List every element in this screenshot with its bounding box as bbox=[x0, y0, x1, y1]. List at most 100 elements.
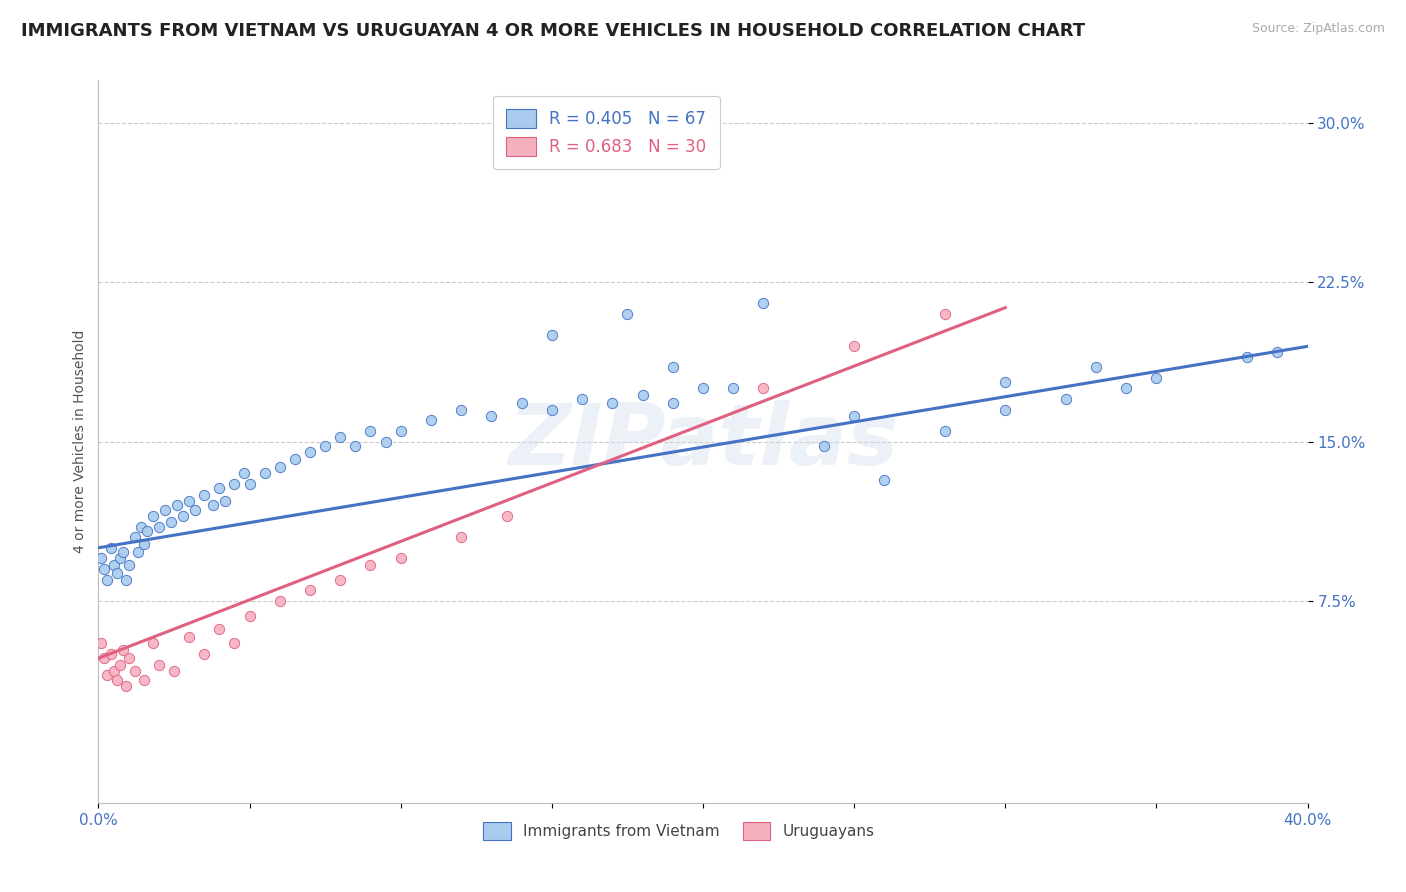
Point bbox=[111, 545, 134, 559]
Point bbox=[127, 545, 149, 559]
Text: IMMIGRANTS FROM VIETNAM VS URUGUAYAN 4 OR MORE VEHICLES IN HOUSEHOLD CORRELATION: IMMIGRANTS FROM VIETNAM VS URUGUAYAN 4 O… bbox=[21, 22, 1085, 40]
Point bbox=[135, 524, 157, 538]
Point bbox=[96, 668, 118, 682]
Legend: Immigrants from Vietnam, Uruguayans: Immigrants from Vietnam, Uruguayans bbox=[477, 816, 880, 846]
Point bbox=[153, 502, 176, 516]
Point bbox=[1115, 381, 1137, 395]
Point bbox=[108, 657, 131, 672]
Point bbox=[661, 360, 683, 375]
Point bbox=[934, 424, 956, 438]
Point bbox=[163, 664, 186, 678]
Point bbox=[374, 434, 396, 449]
Point bbox=[239, 608, 262, 623]
Point bbox=[100, 647, 122, 661]
Point bbox=[329, 573, 352, 587]
Point bbox=[299, 445, 322, 459]
Point bbox=[1144, 371, 1167, 385]
Point bbox=[616, 307, 638, 321]
Point bbox=[631, 388, 654, 402]
Point bbox=[344, 439, 367, 453]
Point bbox=[118, 651, 141, 665]
Point bbox=[661, 396, 683, 410]
Point bbox=[93, 651, 115, 665]
Point bbox=[934, 307, 956, 321]
Point bbox=[148, 657, 170, 672]
Point bbox=[1054, 392, 1077, 406]
Point bbox=[208, 481, 231, 495]
Point bbox=[172, 508, 194, 523]
Point bbox=[692, 381, 714, 395]
Point bbox=[1085, 360, 1108, 375]
Point bbox=[90, 551, 112, 566]
Point bbox=[96, 573, 118, 587]
Point bbox=[495, 508, 517, 523]
Point bbox=[124, 664, 146, 678]
Point bbox=[510, 396, 533, 410]
Point bbox=[93, 562, 115, 576]
Point bbox=[132, 673, 155, 687]
Point bbox=[179, 494, 201, 508]
Point bbox=[994, 402, 1017, 417]
Point bbox=[813, 439, 835, 453]
Point bbox=[994, 375, 1017, 389]
Point bbox=[1267, 345, 1289, 359]
Point bbox=[420, 413, 443, 427]
Point bbox=[108, 551, 131, 566]
Point bbox=[142, 508, 165, 523]
Point bbox=[160, 516, 183, 530]
Point bbox=[132, 536, 155, 550]
Y-axis label: 4 or more Vehicles in Household: 4 or more Vehicles in Household bbox=[73, 330, 87, 553]
Point bbox=[284, 451, 307, 466]
Point bbox=[540, 402, 562, 417]
Point bbox=[224, 477, 246, 491]
Point bbox=[269, 460, 291, 475]
Point bbox=[540, 328, 562, 343]
Point bbox=[105, 673, 128, 687]
Point bbox=[723, 381, 745, 395]
Point bbox=[129, 519, 152, 533]
Point bbox=[602, 396, 624, 410]
Point bbox=[224, 636, 246, 650]
Point bbox=[360, 424, 382, 438]
Point bbox=[329, 430, 352, 444]
Point bbox=[360, 558, 382, 572]
Point bbox=[114, 573, 136, 587]
Text: ZIPatlas: ZIPatlas bbox=[508, 400, 898, 483]
Point bbox=[873, 473, 896, 487]
Point bbox=[193, 647, 215, 661]
Point bbox=[389, 551, 412, 566]
Point bbox=[114, 679, 136, 693]
Point bbox=[193, 488, 215, 502]
Point bbox=[124, 530, 146, 544]
Point bbox=[111, 642, 134, 657]
Point bbox=[389, 424, 412, 438]
Point bbox=[481, 409, 503, 423]
Point bbox=[239, 477, 262, 491]
Point bbox=[450, 402, 472, 417]
Point bbox=[232, 467, 254, 481]
Point bbox=[103, 558, 125, 572]
Point bbox=[208, 622, 231, 636]
Point bbox=[103, 664, 125, 678]
Point bbox=[450, 530, 472, 544]
Point bbox=[148, 519, 170, 533]
Point bbox=[179, 630, 201, 644]
Point bbox=[90, 636, 112, 650]
Point bbox=[166, 498, 188, 512]
Point bbox=[202, 498, 225, 512]
Point bbox=[269, 594, 291, 608]
Point bbox=[253, 467, 276, 481]
Point bbox=[118, 558, 141, 572]
Point bbox=[1236, 350, 1258, 364]
Point bbox=[752, 296, 775, 310]
Point bbox=[142, 636, 165, 650]
Point bbox=[184, 502, 207, 516]
Point bbox=[844, 409, 866, 423]
Point bbox=[844, 339, 866, 353]
Point bbox=[752, 381, 775, 395]
Point bbox=[314, 439, 336, 453]
Point bbox=[105, 566, 128, 581]
Point bbox=[100, 541, 122, 555]
Point bbox=[299, 583, 322, 598]
Text: Source: ZipAtlas.com: Source: ZipAtlas.com bbox=[1251, 22, 1385, 36]
